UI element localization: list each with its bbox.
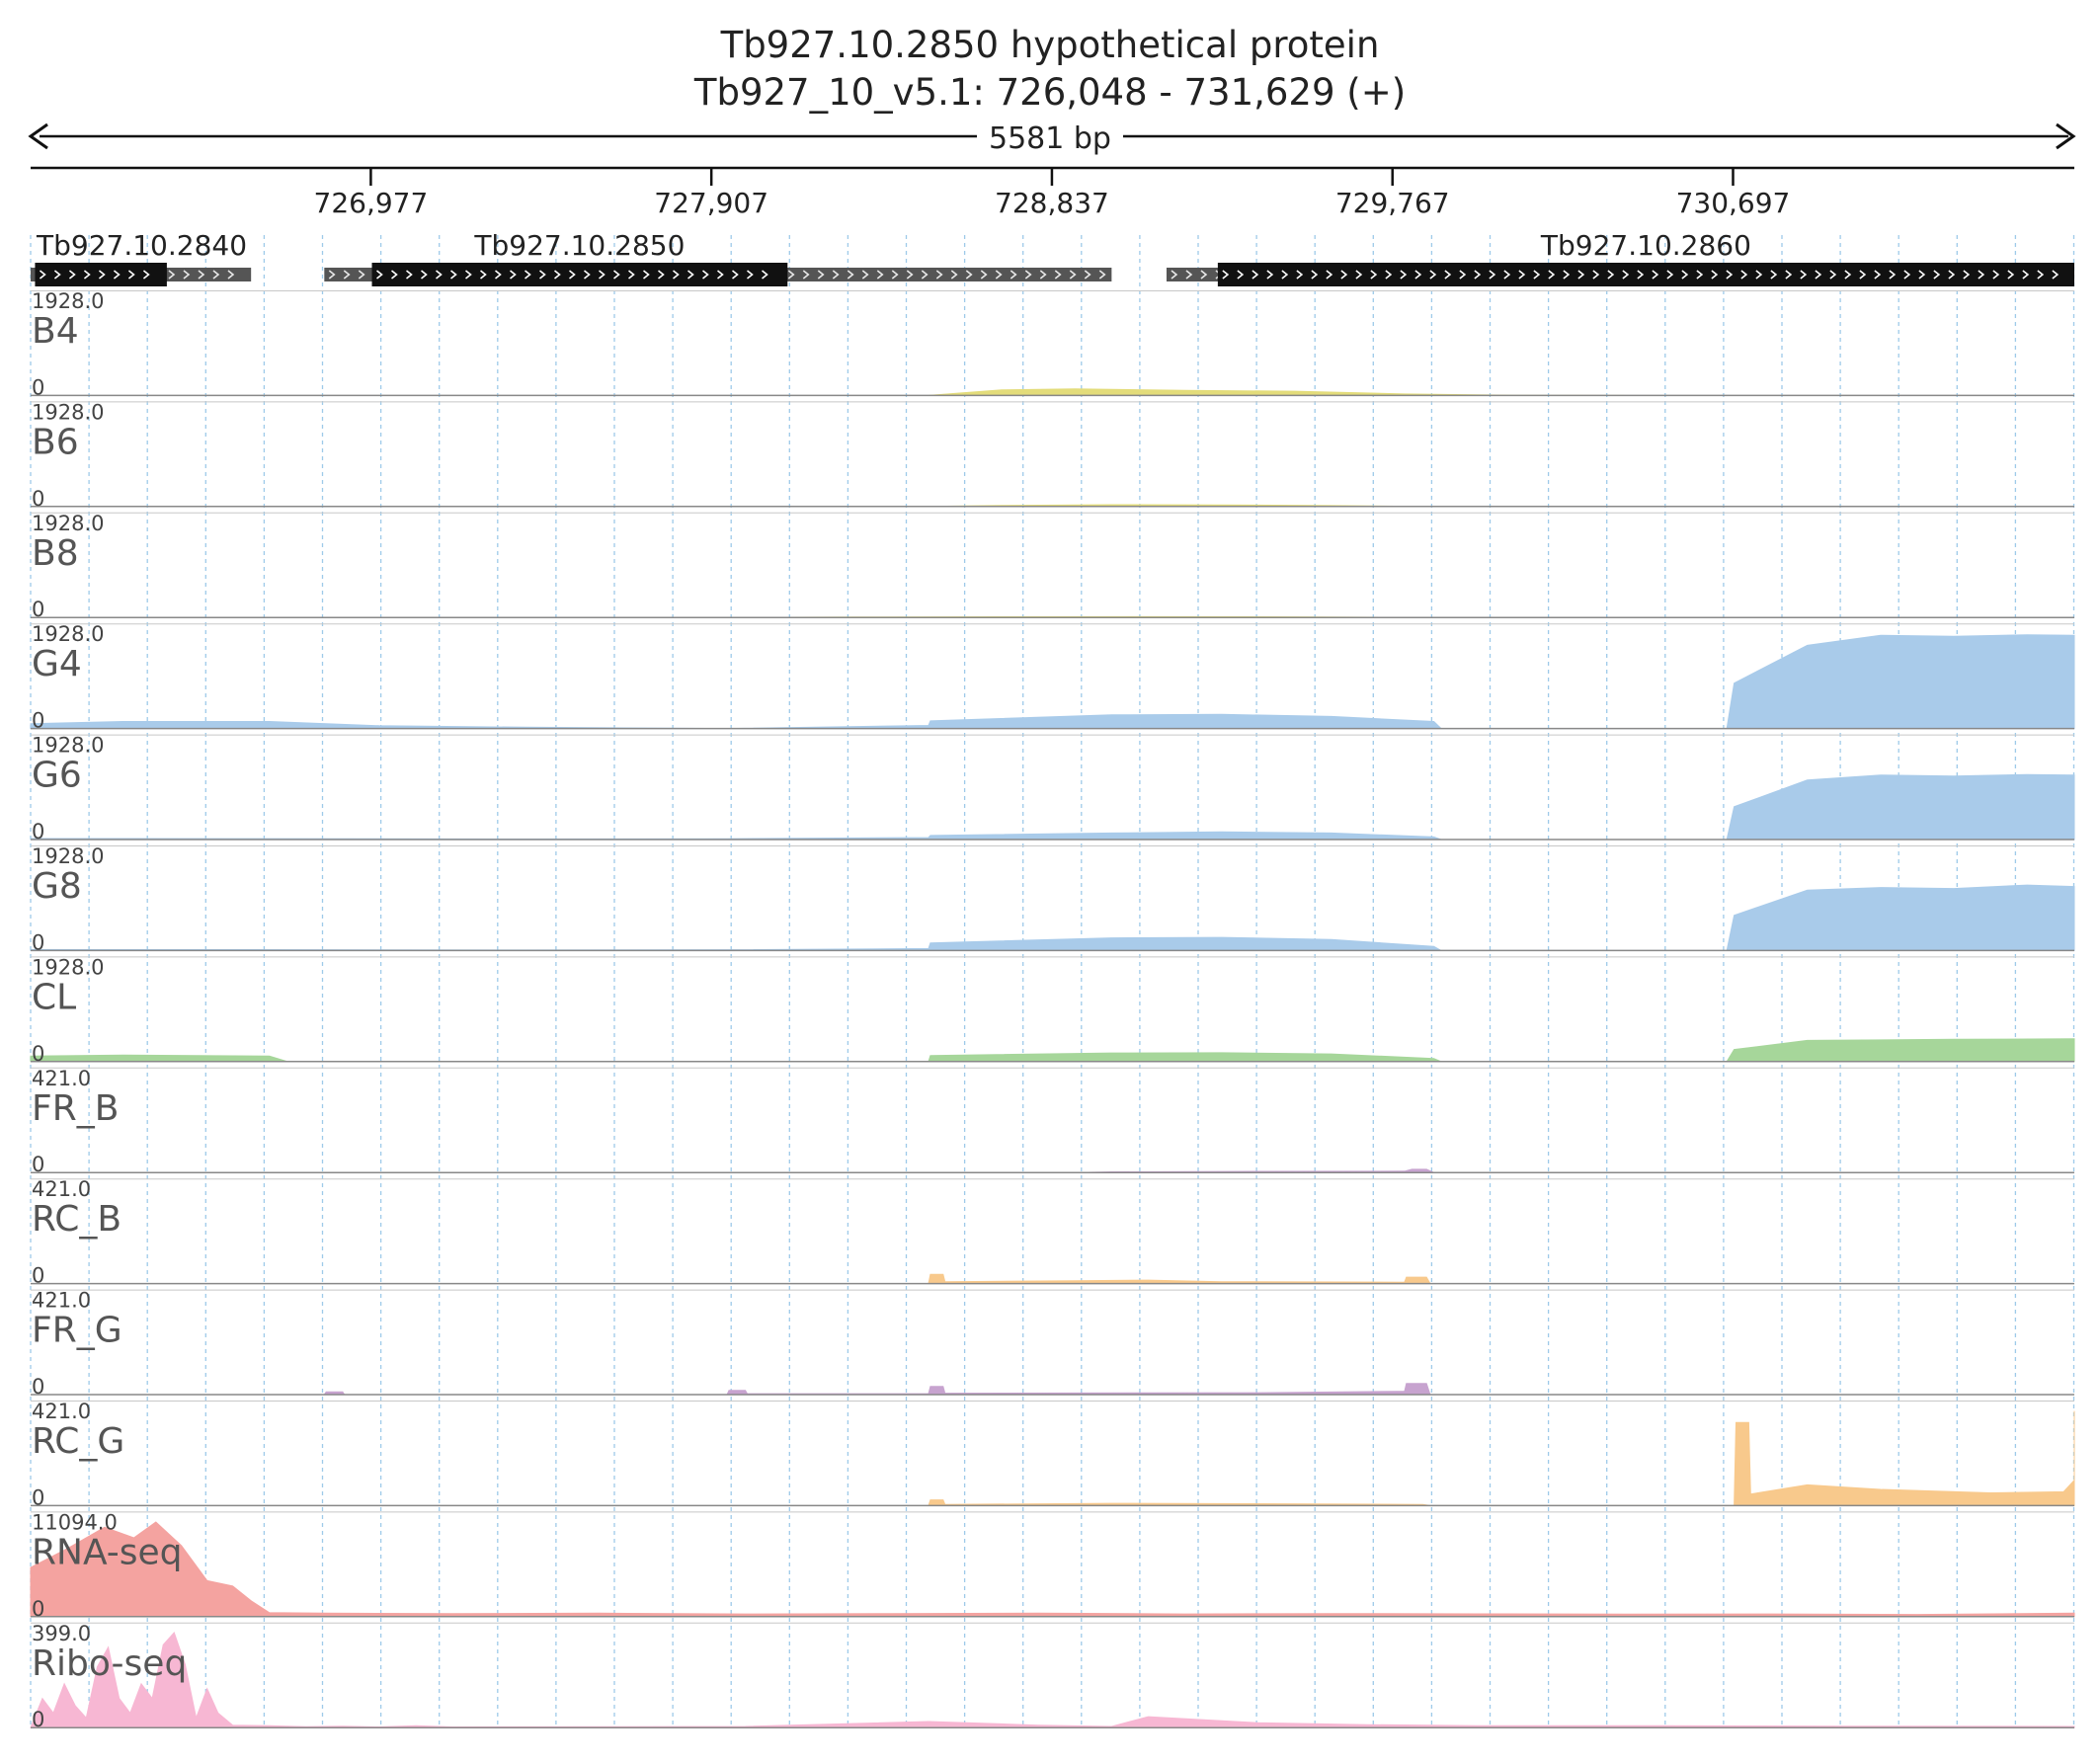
coverage-area: [30, 773, 2075, 841]
track-max-label: 1928.0: [32, 622, 104, 646]
chart-title: Tb927.10.2850 hypothetical protein: [720, 24, 1380, 66]
track-name: CL: [32, 977, 76, 1017]
track-name: B4: [32, 311, 79, 352]
track-name: B6: [32, 422, 79, 462]
track-min-label: 0: [32, 1042, 44, 1066]
coverage-area: [30, 1038, 2075, 1063]
track-min-label: 0: [32, 1153, 44, 1176]
track-max-label: 1928.0: [32, 289, 104, 313]
gene-models: Tb927.10.2840 Tb927.10.2850 Tb927.10.2860: [31, 229, 2074, 286]
track-max-label: 1928.0: [32, 512, 104, 535]
track-name: G6: [32, 756, 82, 796]
grid-lines: [30, 235, 2075, 1728]
track-min-label: 0: [32, 1485, 44, 1509]
track-max-label: 421.0: [32, 1177, 91, 1201]
track-max-label: 421.0: [32, 1289, 91, 1313]
x-tick-label: 728,837: [995, 187, 1109, 219]
track-min-label: 0: [32, 1264, 44, 1288]
track-name: B8: [32, 533, 79, 574]
track-g4: 1928.0G4 0: [30, 622, 2075, 733]
span-ruler: 5581 bp: [28, 121, 2076, 156]
coverage-area: [928, 1273, 1431, 1285]
track-name: RNA-seq: [32, 1532, 183, 1572]
gene-model[interactable]: Tb927.10.2860: [1166, 229, 2074, 286]
x-axis: 726,977 727,907 728,837 729,767 730,697: [31, 166, 2074, 219]
track-min-label: 0: [32, 1708, 44, 1731]
track-max-label: 1928.0: [32, 844, 104, 868]
track-max-label: 399.0: [32, 1622, 91, 1645]
track-max-label: 1928.0: [32, 734, 104, 758]
track-g8: 1928.0G8 0: [30, 844, 2075, 954]
track-name: Ribo-seq: [32, 1643, 187, 1684]
track-name: RC_B: [32, 1199, 121, 1240]
track-max-label: 1928.0: [32, 400, 104, 424]
gene-label: Tb927.10.2860: [1540, 229, 1751, 262]
gene-cds: [35, 263, 167, 286]
track-b8: 1928.0B8 0: [31, 512, 2074, 621]
track-min-label: 0: [32, 1597, 44, 1621]
track-min-label: 0: [32, 820, 44, 843]
track-b6: 1928.0B6 0: [31, 400, 2074, 511]
track-max-label: 421.0: [32, 1067, 91, 1090]
track-name: FR_B: [32, 1088, 119, 1129]
x-tick-label: 726,977: [314, 187, 429, 219]
track-min-label: 0: [32, 709, 44, 733]
x-tick-label: 730,697: [1676, 187, 1791, 219]
track-min-label: 0: [32, 930, 44, 954]
coverage-area: [30, 1632, 2075, 1728]
coverage-area: [30, 1521, 2075, 1618]
track-name: RC_G: [32, 1421, 124, 1462]
track-g6: 1928.0G6 0: [30, 734, 2075, 843]
coverage-area: [928, 1410, 2075, 1506]
genomic-location: Tb927_10_v5.1: 726,048 - 731,629 (+): [693, 71, 1407, 114]
left-arrow-icon: [28, 122, 48, 150]
track-max-label: 421.0: [32, 1400, 91, 1423]
track-rc_g: 421.0RC_G 0: [31, 1400, 2075, 1509]
right-arrow-icon: [2056, 122, 2076, 150]
gene-label: Tb927.10.2840: [36, 229, 247, 262]
track-rc_b: 421.0RC_B 0: [31, 1177, 2074, 1288]
coverage-area: [323, 1383, 1431, 1396]
track-max-label: 1928.0: [32, 955, 104, 979]
x-tick-label: 727,907: [654, 187, 768, 219]
track-fr_b: 421.0FR_B 0: [31, 1067, 2074, 1176]
gene-model[interactable]: Tb927.10.2850: [324, 229, 1112, 286]
track-cl: 1928.0CL 0: [30, 955, 2075, 1066]
track-min-label: 0: [32, 487, 44, 511]
coverage-area: [30, 884, 2075, 951]
track-max-label: 11094.0: [32, 1510, 118, 1534]
x-tick-label: 729,767: [1335, 187, 1450, 219]
track-name: G8: [32, 866, 82, 907]
gene-cds: [371, 263, 788, 286]
track-b4: 1928.0B4 0: [31, 289, 2074, 399]
coverage-area: [30, 634, 2075, 730]
gene-model[interactable]: Tb927.10.2840: [31, 229, 252, 286]
track-min-label: 0: [32, 598, 44, 621]
track-min-label: 0: [32, 375, 44, 399]
coverage-tracks: 1928.0B401928.0B601928.0B801928.0G401928…: [30, 289, 2075, 1731]
coverage-area: [928, 388, 1625, 396]
track-min-label: 0: [32, 1375, 44, 1399]
span-length: 5581 bp: [989, 121, 1111, 156]
gene-label: Tb927.10.2850: [473, 229, 685, 262]
track-fr_g: 421.0FR_G 0: [31, 1289, 2074, 1399]
track-name: G4: [32, 644, 82, 684]
track-name: FR_G: [32, 1311, 122, 1351]
